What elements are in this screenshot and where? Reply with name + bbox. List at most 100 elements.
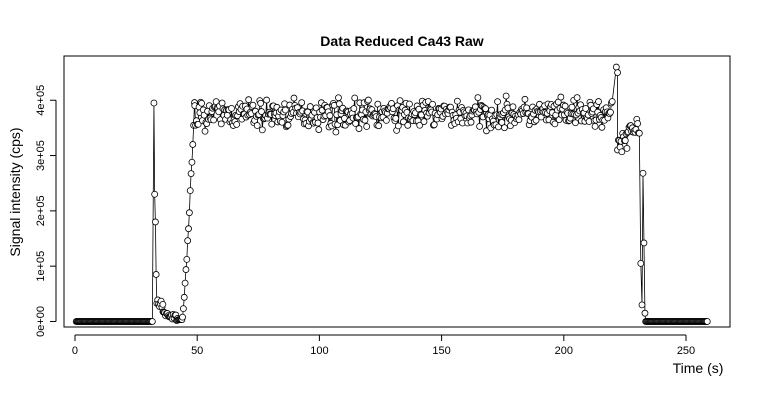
data-point <box>351 94 359 102</box>
y-tick-label: 4e+05 <box>35 85 47 116</box>
data-point <box>612 63 620 71</box>
data-point <box>623 144 631 152</box>
data-point <box>400 118 407 126</box>
data-point <box>641 309 649 317</box>
data-point <box>355 125 363 132</box>
data-point <box>638 301 646 309</box>
data-point <box>429 100 436 108</box>
data-point <box>326 112 334 119</box>
data-point <box>582 105 590 112</box>
x-axis: 0 50 100 150 200 250 <box>72 334 695 357</box>
data-point <box>179 305 187 313</box>
data-point <box>523 104 531 112</box>
x-tick-label: 150 <box>432 345 450 357</box>
data-point <box>263 96 271 104</box>
data-point <box>474 94 482 101</box>
data-point <box>363 123 371 130</box>
data-point <box>382 116 390 124</box>
data-point <box>350 105 358 112</box>
data-point <box>282 106 289 114</box>
data-point <box>249 101 257 109</box>
data-point <box>152 271 160 278</box>
data-point <box>184 237 192 245</box>
data-point <box>314 119 322 127</box>
y-tick-label: 3e+05 <box>35 140 47 171</box>
data-point <box>607 108 614 116</box>
data-point <box>361 116 369 124</box>
data-point <box>335 94 342 102</box>
data-point <box>290 94 298 102</box>
y-tick-label: 0e+00 <box>35 306 47 337</box>
x-tick-label: 100 <box>310 345 328 357</box>
data-point <box>640 239 648 247</box>
data-point <box>561 102 569 110</box>
data-point <box>152 218 159 226</box>
x-tick-label: 0 <box>72 345 78 357</box>
data-point <box>198 99 206 107</box>
data-point <box>181 279 189 287</box>
data-point <box>494 98 501 106</box>
x-tick-label: 250 <box>677 345 695 357</box>
data-point <box>637 259 645 267</box>
data-point <box>257 99 265 107</box>
data-point <box>501 124 508 132</box>
data-point <box>187 170 195 177</box>
data-point <box>189 141 197 148</box>
data-point <box>551 120 559 128</box>
data-point <box>488 106 495 114</box>
data-point <box>634 120 642 127</box>
y-tick-label: 1e+05 <box>35 251 47 282</box>
data-point <box>621 137 629 144</box>
data-point <box>268 120 276 128</box>
data-point <box>306 103 314 110</box>
data-point <box>476 122 484 130</box>
data-point <box>618 148 626 156</box>
data-point <box>284 121 292 129</box>
data-point <box>179 313 186 321</box>
data-point <box>453 97 461 105</box>
data-point <box>595 98 602 105</box>
data-point <box>151 190 159 198</box>
data-point <box>278 118 286 126</box>
data-point <box>572 119 579 127</box>
data-point <box>557 93 565 101</box>
data-point <box>532 116 540 124</box>
data-point <box>703 318 711 325</box>
data-point <box>182 266 190 273</box>
data-point <box>183 255 191 263</box>
data-point <box>498 119 506 126</box>
data-point <box>253 122 261 129</box>
data-point <box>509 103 517 111</box>
data-point <box>396 97 404 105</box>
data-point <box>335 100 343 108</box>
data-point <box>521 95 529 103</box>
data-point <box>502 92 510 100</box>
data-point <box>430 121 438 129</box>
data-point <box>568 103 576 111</box>
data-point <box>482 105 490 113</box>
data-point <box>364 96 372 104</box>
data-point <box>185 225 192 233</box>
data-point <box>420 118 428 125</box>
data-point <box>258 126 266 134</box>
data-point <box>194 120 202 128</box>
plot-frame <box>63 55 731 328</box>
data-point <box>573 94 581 101</box>
data-point <box>159 300 167 308</box>
data-point <box>639 169 647 177</box>
data-point <box>332 128 340 136</box>
data-point <box>245 96 253 104</box>
y-axis: 0e+00 1e+05 2e+05 3e+05 4e+05 <box>35 85 57 337</box>
chart-title: Data Reduced Ca43 Raw <box>320 33 484 49</box>
data-point <box>614 69 621 76</box>
data-point <box>148 318 156 325</box>
data-point <box>188 158 196 166</box>
data-point <box>180 293 188 301</box>
data-point <box>406 100 413 108</box>
data-point <box>416 121 424 129</box>
data-point <box>233 120 241 128</box>
data-point <box>515 116 523 124</box>
data-point <box>392 115 400 122</box>
data-point <box>591 123 599 130</box>
